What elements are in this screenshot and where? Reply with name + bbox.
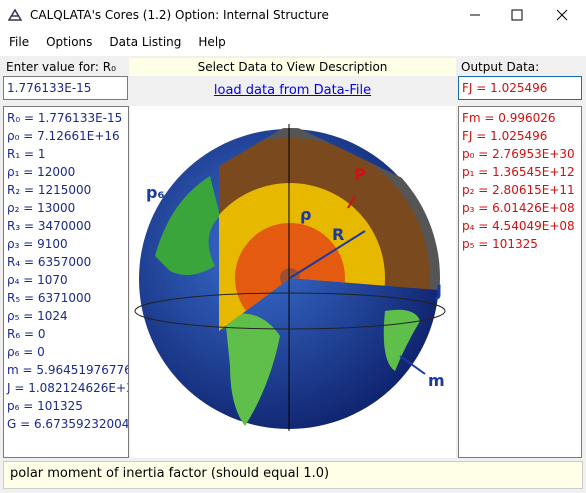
app-icon [8,8,22,21]
diagram-label: ρ [300,205,311,224]
input-field[interactable]: 1.776133E-15 [3,76,128,100]
list-item[interactable]: R₀ = 1.776133E-15 [7,111,123,125]
list-item[interactable]: p₃ = 6.01426E+08 [462,201,575,215]
list-item[interactable]: ρ₀ = 7.12661E+16 [7,129,120,143]
list-item[interactable]: R₂ = 1215000 [7,183,92,197]
list-item[interactable]: Fm = 0.996026 [462,111,556,125]
list-item[interactable]: ρ₂ = 13000 [7,201,76,215]
list-item[interactable]: ρ₅ = 1024 [7,309,68,323]
list-item[interactable]: p₅ = 101325 [462,237,538,251]
input-label: Enter value for: R₀ [6,60,116,74]
load-link[interactable]: load data from Data-File [213,83,372,98]
list-item[interactable]: ρ₆ = 0 [7,345,45,359]
output-label: Output Data: [461,60,540,74]
list-item[interactable]: J = 1.082124626E+3 [7,381,129,395]
output-field[interactable]: FJ = 1.025496 [458,76,582,100]
list-item[interactable]: ρ₃ = 9100 [7,237,68,251]
list-item[interactable]: G = 6.673592320043 [7,417,129,431]
list-item[interactable]: FJ = 1.025496 [462,129,548,143]
list-item[interactable]: p₂ = 2.80615E+11 [462,183,575,197]
list-item[interactable]: R₆ = 0 [7,327,46,341]
diagram-label: J [435,281,442,300]
list-item[interactable]: m = 5.964519767761 [7,363,129,377]
menu-bar: File Options Data Listing Help [0,30,586,56]
diagram-label: P [354,165,366,184]
window-title: CALQLATA's Cores (1.2) Option: Internal … [30,8,329,22]
title-bar: CALQLATA's Cores (1.2) Option: Internal … [0,0,586,30]
menu-item[interactable]: Help [198,35,226,49]
list-item[interactable]: p₄ = 4.54049E+08 [462,219,575,233]
structure-diagram: p₆ P ρ R J m [130,106,456,458]
list-item[interactable]: R₅ = 6371000 [7,291,92,305]
diagram-label: R [332,225,344,244]
diagram-label: m [428,371,445,390]
input-list[interactable]: R₀ = 1.776133E-15 ρ₀ = 7.12661E+16 R₁ = 1 ρ… [3,106,129,458]
list-item[interactable]: p₁ = 1.36545E+12 [462,165,575,179]
menu-item[interactable]: Data Listing [109,35,182,49]
list-item[interactable]: R₄ = 6357000 [7,255,92,269]
diagram-label: p₆ [146,183,164,202]
output-list[interactable]: Fm = 0.996026 FJ = 1.025496 p₀ = 2.76953E+… [458,106,582,458]
list-item[interactable]: ρ₁ = 12000 [7,165,76,179]
center-header: Select Data to View Description [129,58,456,76]
menu-item[interactable]: File [9,35,30,49]
list-item[interactable]: ρ₄ = 1070 [7,273,68,287]
list-item[interactable]: R₁ = 1 [7,147,46,161]
list-item[interactable]: p₀ = 2.76953E+30 [462,147,575,161]
menu-item[interactable]: Options [46,35,93,49]
window-controls[interactable] [450,0,586,30]
list-item[interactable]: R₃ = 3470000 [7,219,92,233]
list-item[interactable]: p₆ = 101325 [7,399,83,413]
status-bar: polar moment of inertia factor (should e… [3,461,583,489]
